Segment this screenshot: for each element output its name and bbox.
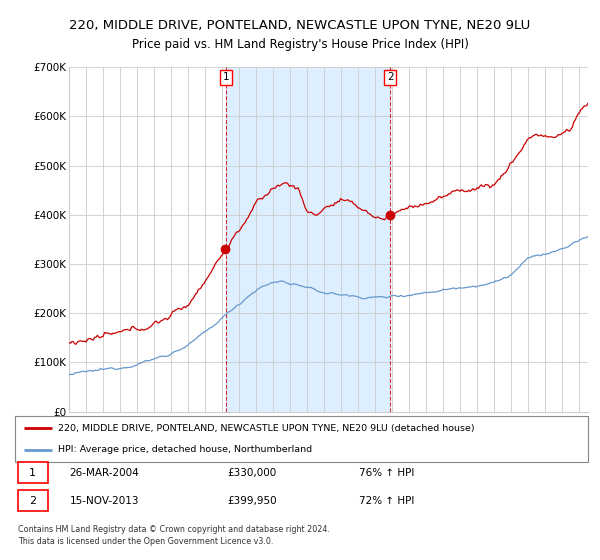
Text: 1: 1	[223, 72, 229, 82]
Text: Price paid vs. HM Land Registry's House Price Index (HPI): Price paid vs. HM Land Registry's House …	[131, 38, 469, 52]
Text: 15-NOV-2013: 15-NOV-2013	[70, 496, 139, 506]
Bar	[18, 490, 47, 511]
Text: 220, MIDDLE DRIVE, PONTELAND, NEWCASTLE UPON TYNE, NE20 9LU (detached house): 220, MIDDLE DRIVE, PONTELAND, NEWCASTLE …	[58, 424, 475, 433]
Text: 2: 2	[29, 496, 37, 506]
Bar	[18, 462, 47, 483]
Text: 76% ↑ HPI: 76% ↑ HPI	[359, 468, 414, 478]
Text: £399,950: £399,950	[227, 496, 277, 506]
Text: HPI: Average price, detached house, Northumberland: HPI: Average price, detached house, Nort…	[58, 445, 312, 454]
Text: 26-MAR-2004: 26-MAR-2004	[70, 468, 139, 478]
Bar	[226, 67, 390, 412]
Text: 2: 2	[387, 72, 394, 82]
Text: 1: 1	[29, 468, 36, 478]
Text: 72% ↑ HPI: 72% ↑ HPI	[359, 496, 414, 506]
Text: £330,000: £330,000	[227, 468, 276, 478]
Text: Contains HM Land Registry data © Crown copyright and database right 2024.
This d: Contains HM Land Registry data © Crown c…	[18, 525, 330, 546]
Text: 220, MIDDLE DRIVE, PONTELAND, NEWCASTLE UPON TYNE, NE20 9LU: 220, MIDDLE DRIVE, PONTELAND, NEWCASTLE …	[70, 18, 530, 32]
